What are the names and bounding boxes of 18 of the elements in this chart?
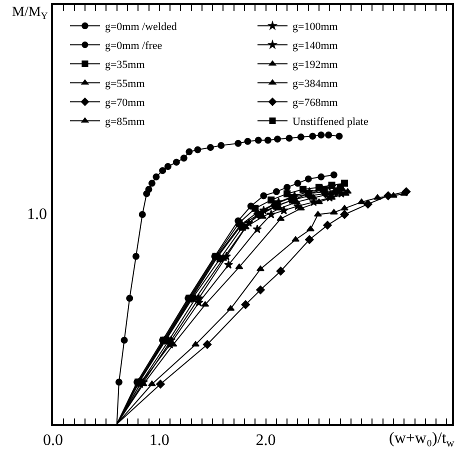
legend-label: g=100mm	[292, 21, 338, 34]
legend-label: g=384mm	[292, 78, 338, 90]
x-tick-label: 0.0	[43, 432, 63, 449]
text: 1.0	[27, 206, 47, 223]
x-tick-label: 1.0	[149, 432, 170, 449]
legend-label: g=70mm	[104, 97, 146, 110]
x-tick-label: 2.0	[256, 432, 276, 449]
text: M/M$_{Y}$	[12, 5, 48, 22]
legend-label: g=55mm	[104, 78, 146, 90]
legend-label: g=768mm	[292, 97, 338, 110]
legend-label: g=140mm	[292, 40, 338, 52]
legend-label: Unstiffened plate	[292, 116, 368, 128]
legend-label: g=35mm	[104, 59, 146, 72]
x-axis-title: (w+w₀)/t$_{w}$	[389, 430, 456, 450]
legend-label: g=192mm	[292, 59, 338, 72]
legend-label: g=85mm	[104, 116, 146, 128]
legend-label: g=0mm /free	[104, 40, 162, 52]
legend-label: g=0mm /welded	[104, 21, 178, 34]
